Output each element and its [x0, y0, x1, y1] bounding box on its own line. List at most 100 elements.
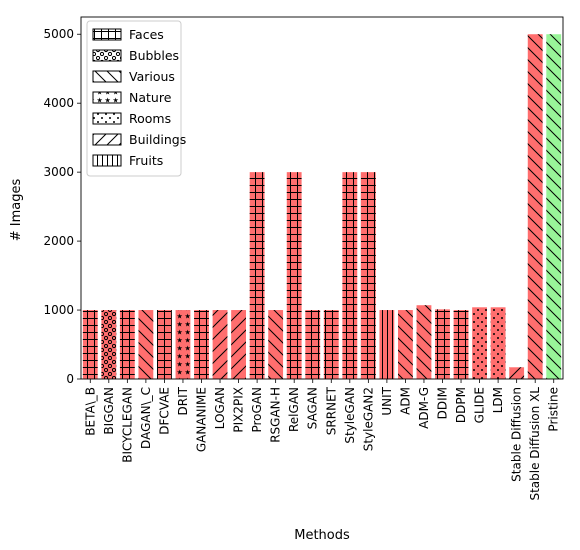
bar-hatch: [546, 34, 562, 379]
bar-6: [194, 310, 209, 379]
axes-group: BETA\_B BIGGAN BICYCLEGAN DAGAN\_C DFCVAE DRI…: [43, 16, 564, 501]
bar-hatch: [435, 309, 450, 379]
bar-2: [119, 310, 135, 379]
bar-7: [212, 310, 228, 379]
bar-hatch: [231, 310, 246, 379]
bar-11: [286, 172, 302, 379]
bar-19: [435, 309, 450, 379]
bar-hatch: [398, 310, 413, 379]
legend-label: Rooms: [129, 111, 171, 126]
x-tick-label: BIGGAN: [102, 387, 116, 435]
x-tick-label: DDPM: [454, 387, 468, 423]
bar-8: [231, 310, 246, 379]
legend-label: Nature: [129, 90, 172, 105]
x-tick-label: BICYCLEGAN: [120, 387, 134, 463]
bar-16: [379, 310, 395, 379]
x-tick-label: BETA\_B: [83, 387, 97, 436]
x-tick-label: Stable Diffusion: [510, 387, 524, 482]
bar-hatch: [453, 310, 469, 379]
y-tick-label: 0: [66, 372, 74, 386]
legend-label: Faces: [129, 27, 164, 42]
legend-swatch-hatch: [92, 49, 122, 62]
x-tick-label: ADM-G: [417, 387, 431, 429]
x-tick-label: SRRNET: [324, 386, 338, 435]
legend-label: Bubbles: [129, 48, 179, 63]
bar-hatch: [490, 307, 506, 379]
legend-item: Rooms: [92, 111, 171, 126]
bar-5: [175, 310, 191, 379]
bar-9: [249, 172, 265, 379]
bar-23: [509, 367, 525, 379]
y-axis-label: # Images: [9, 179, 24, 242]
bar-hatch: [472, 307, 487, 379]
bar-hatch: [323, 310, 339, 379]
legend-item: Buildings: [92, 132, 186, 147]
legend-label: Buildings: [129, 132, 186, 147]
y-tick-label: 1000: [43, 303, 74, 317]
bar-hatch: [360, 172, 376, 379]
x-tick-label: SAGAN: [306, 387, 320, 429]
bar-hatch: [249, 172, 265, 379]
bar-hatch: [527, 34, 543, 379]
bar-hatch: [342, 172, 358, 379]
y-tick-label: 4000: [43, 96, 74, 110]
x-tick-label: GLIDE: [473, 387, 487, 423]
x-tick-label: StyleGAN2: [361, 387, 375, 451]
bar-21: [472, 307, 487, 379]
x-tick-label: GANANIME: [195, 387, 209, 452]
bars-group: [82, 34, 562, 379]
bar-15: [360, 172, 376, 379]
bar-hatch: [212, 310, 228, 379]
legend-item: Bubbles: [92, 48, 179, 63]
bar-hatch: [416, 305, 432, 379]
legend-label: Various: [129, 69, 175, 84]
x-tick-label: StyleGAN: [343, 387, 357, 444]
x-tick-label: Stable Diffusion XL: [528, 387, 542, 501]
bar-hatch: [82, 310, 98, 379]
bar-hatch: [101, 310, 117, 379]
bar-13: [323, 310, 339, 379]
bar-hatch: [194, 310, 209, 379]
bar-25: [546, 34, 562, 379]
x-axis-label: Methods: [294, 528, 350, 543]
bar-hatch: [379, 310, 395, 379]
x-tick-label: LDM: [491, 387, 505, 413]
legend-item: Fruits: [92, 153, 163, 168]
x-tick-label: DDIM: [436, 387, 450, 419]
legend-label: Fruits: [129, 153, 163, 168]
legend: Faces Bubbles Various Nature Rooms Buildings F…: [86, 20, 186, 177]
x-tick-label: RelGAN: [287, 387, 301, 432]
bar-hatch: [119, 310, 135, 379]
bar-1: [101, 310, 117, 379]
x-tick-label: ADM: [398, 387, 412, 415]
x-tick-label: DAGAN\_C: [139, 387, 153, 449]
bar-hatch: [268, 310, 284, 379]
bar-hatch: [138, 310, 154, 379]
bar-12: [305, 310, 321, 379]
legend-item: Faces: [92, 27, 164, 42]
legend-item: Various: [92, 69, 175, 84]
y-tick-label: 3000: [43, 165, 74, 179]
bar-18: [416, 305, 432, 379]
legend-swatch-hatch: [92, 28, 122, 41]
y-tick-label: 2000: [43, 234, 74, 248]
bar-22: [490, 307, 506, 379]
bar-3: [138, 310, 154, 379]
legend-swatch-hatch: [92, 112, 122, 125]
bar-20: [453, 310, 469, 379]
x-tick-label: RSGAN-H: [269, 387, 283, 443]
bar-14: [342, 172, 358, 379]
bar-0: [82, 310, 98, 379]
plot-frame: [80, 16, 564, 380]
bar-hatch: [509, 367, 525, 379]
bar-4: [157, 310, 172, 379]
legend-swatch-hatch: [92, 154, 122, 167]
x-tick-label: ProGAN: [250, 387, 264, 433]
legend-swatch-hatch: [92, 70, 122, 83]
x-tick-label: Pristine: [547, 387, 561, 432]
bar-17: [398, 310, 413, 379]
x-tick-label: DRIT: [176, 386, 190, 415]
bar-10: [268, 310, 284, 379]
x-tick-label: LOGAN: [213, 387, 227, 429]
